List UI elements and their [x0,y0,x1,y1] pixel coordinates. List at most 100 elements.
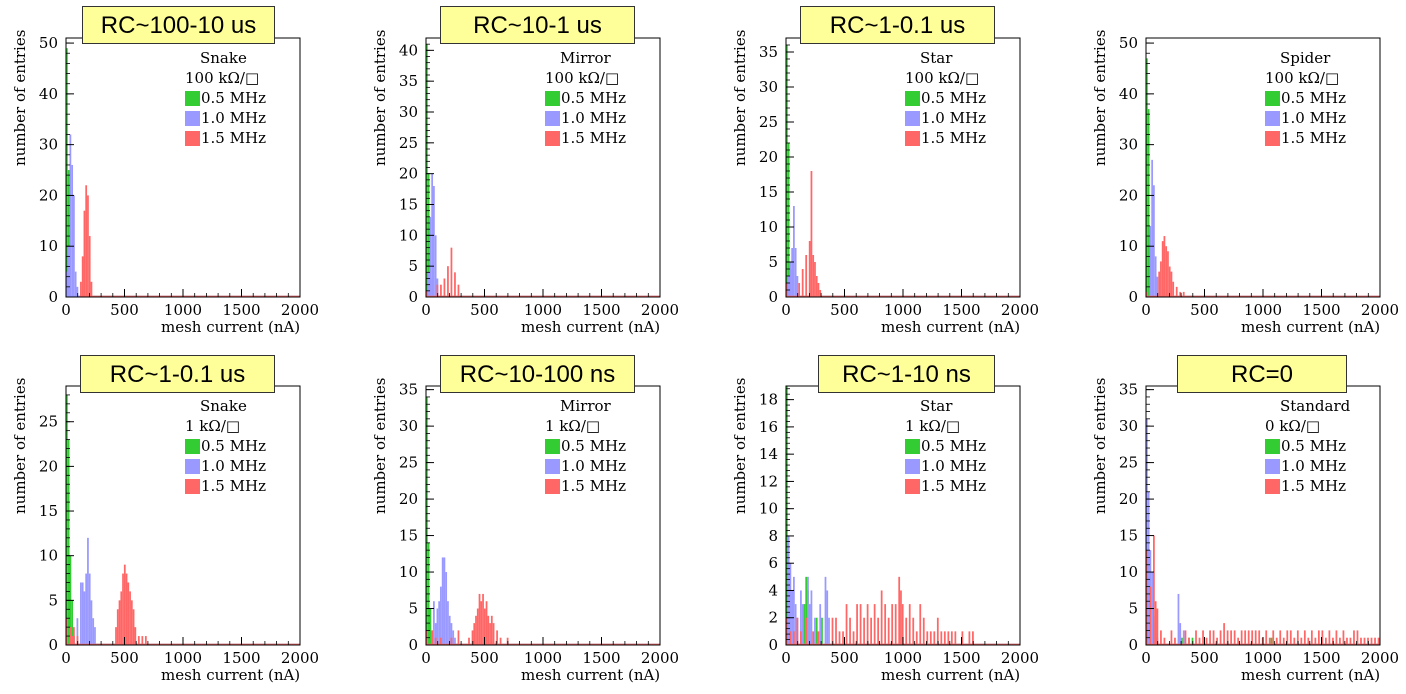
histogram-bar [863,617,865,645]
histogram-bar [968,631,971,645]
histogram-plot: 0 5 10 15 20 25 30 35 0 500 1000 1500 2000 [759,37,1039,319]
histogram-bar [457,284,460,297]
histogram-bar [130,600,133,645]
histogram-bar [440,284,442,297]
x-tick-label: 1000 [524,649,562,667]
legend-entry: 0.5 MHz [1265,88,1346,108]
histogram-bar [1160,261,1162,297]
legend-swatch [1265,90,1280,106]
legend-label: 1.0 MHz [1281,109,1346,127]
legend-label: 0.5 MHz [201,437,266,455]
histogram-bar [808,604,811,645]
histogram-bar [824,576,827,645]
histogram-bar [1168,266,1171,297]
histogram-bar [1146,58,1148,298]
histogram-bar [450,637,453,645]
y-tick-label: 30 [1119,417,1138,435]
legend-swatch [1265,458,1280,474]
legend-swatch [185,130,200,146]
legend-label: 1.0 MHz [561,109,626,127]
histogram-bar [483,608,486,645]
histogram-bar [866,604,869,645]
histogram-bar [1258,630,1261,645]
histogram-bar [433,186,435,297]
histogram-bar [125,573,128,645]
histogram-bar [1205,637,1208,645]
legend-label: 1.5 MHz [201,477,266,495]
histogram-bar [859,604,862,645]
legend-entry: 0.5 MHz [1265,436,1350,456]
histogram-bar [80,281,82,297]
histogram-bar [83,210,86,297]
histogram-bar [69,627,72,645]
histogram-bar [490,615,493,645]
histogram-bar [1339,637,1341,645]
legend: Star 100 kΩ/□ 0.5 MHz 1.0 MHz 1.5 MHz [905,48,986,148]
y-tick-label: 0 [408,636,418,654]
histogram-bar [880,590,883,645]
x-tick-label: 500 [1190,301,1219,319]
histogram-panel-6: 0 5 10 15 20 25 30 35 0 500 1000 1500 2000 mesh curre… [360,348,711,694]
histogram-bar [88,573,91,645]
x-tick-label: 2000 [1361,649,1399,667]
y-tick-label: 18 [759,391,778,409]
series-1.0-mhz [73,537,300,646]
histogram-bar [454,272,456,297]
histogram-bar [1247,630,1250,645]
histogram-bar [129,591,131,645]
histogram-bar [1328,630,1331,645]
histogram-bar [468,637,470,645]
y-tick-label: 0 [1128,636,1138,654]
y-tick-label: 40 [39,85,58,103]
x-tick-label: 1000 [1244,649,1282,667]
rc-label-box: RC~1-10 ns [818,355,995,393]
histogram-bar [445,572,448,645]
legend-label: 1.0 MHz [921,457,986,475]
histogram-bar [1310,630,1313,645]
legend: Spider 100 kΩ/□ 0.5 MHz 1.0 MHz 1.5 MHz [1265,48,1346,148]
legend: Snake 100 kΩ/□ 0.5 MHz 1.0 MHz 1.5 MHz [185,48,266,148]
histogram-bar [69,134,72,297]
histogram-bar [1151,159,1154,297]
y-tick-label: 10 [1119,237,1138,255]
histogram-plot: 0 5 10 15 20 25 0 500 1000 1500 2000 [39,385,319,667]
y-tick-label: 15 [39,502,58,520]
legend-entry: 1.5 MHz [905,128,986,148]
histogram-bar [1182,630,1185,645]
histogram-bar [1353,630,1355,645]
histogram-bar [926,631,929,645]
legend-entry: 0.5 MHz [185,436,266,456]
histogram-bar [123,564,126,645]
y-tick-label: 35 [399,381,418,399]
histogram-bar [1172,281,1175,297]
y-tick-label: 4 [768,581,778,599]
histogram-bar [1158,271,1161,297]
histogram-bar [1163,637,1166,645]
rc-label-box: RC~100-10 us [82,6,275,44]
histogram-bar [940,631,943,645]
histogram-bar [887,617,890,645]
histogram-bar [826,590,829,645]
series-1.0-mhz [1149,159,1380,298]
histogram-bar [817,283,820,297]
histogram-bar [954,631,957,645]
y-tick-label: 15 [1119,527,1138,545]
histogram-bar [92,618,95,645]
legend-label: 0.5 MHz [921,89,986,107]
x-tick-label: 2000 [1001,301,1039,319]
legend-swatch [905,458,920,474]
histogram-bar [1268,637,1271,645]
rc-label-box: RC~1-0.1 us [800,6,995,44]
legend-resistivity: 1 kΩ/□ [905,417,961,435]
histogram-bar [1156,276,1159,297]
histogram-bar [475,615,477,645]
histogram-bar [1272,630,1275,645]
x-tick-label: 1500 [942,301,980,319]
histogram-bar [1170,630,1173,645]
x-tick-label: 2000 [641,301,679,319]
histogram-bar [447,266,449,297]
histogram-bar [1325,637,1327,645]
legend-entry: 1.0 MHz [185,456,266,476]
histogram-bar [900,590,902,645]
